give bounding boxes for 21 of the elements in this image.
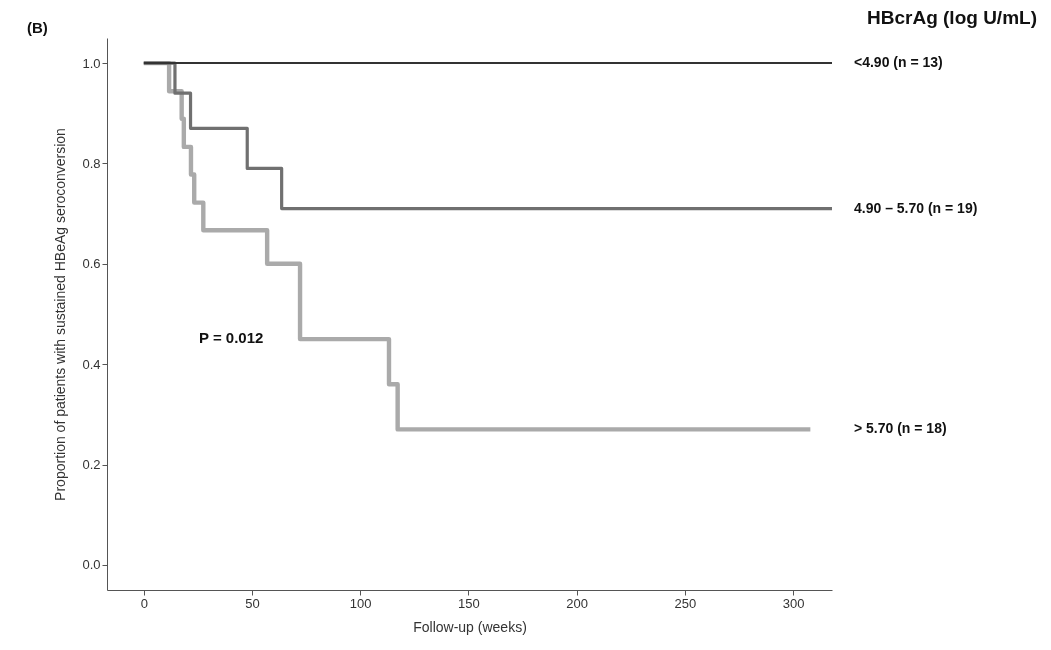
y-tick-label: 0.6 — [82, 256, 101, 272]
y-tick-label: 1.0 — [82, 55, 101, 71]
x-axis-title: Follow-up (weeks) — [413, 618, 527, 635]
annotation: P = 0.012 — [199, 329, 264, 346]
legend-title: HBcrAg (log U/mL) — [867, 7, 1037, 28]
x-tick-label: 200 — [566, 595, 588, 611]
y-tick-label: 0.8 — [82, 155, 101, 171]
x-tick-label: 50 — [245, 595, 260, 611]
text: > 5.70 (n = 18) — [854, 420, 947, 437]
y-tick-label: 0.4 — [82, 356, 101, 372]
series-label: <4.90 (n = 13) — [854, 54, 943, 71]
text: (B) — [27, 19, 48, 36]
x-tick-label: 100 — [349, 595, 372, 611]
x-tick-label: 300 — [782, 595, 805, 611]
y-tick-label: 0.2 — [82, 457, 101, 473]
x-tick-label: 0 — [140, 595, 148, 611]
x-tick-label: 250 — [674, 595, 697, 611]
y-tick-label: 0.0 — [82, 557, 101, 573]
x-tick-label: 150 — [458, 595, 480, 611]
series-label: 4.90 – 5.70 (n = 19) — [854, 199, 978, 216]
y-axis-title: Proportion of patients with sustained HBeAg seroconversion — [52, 128, 69, 501]
